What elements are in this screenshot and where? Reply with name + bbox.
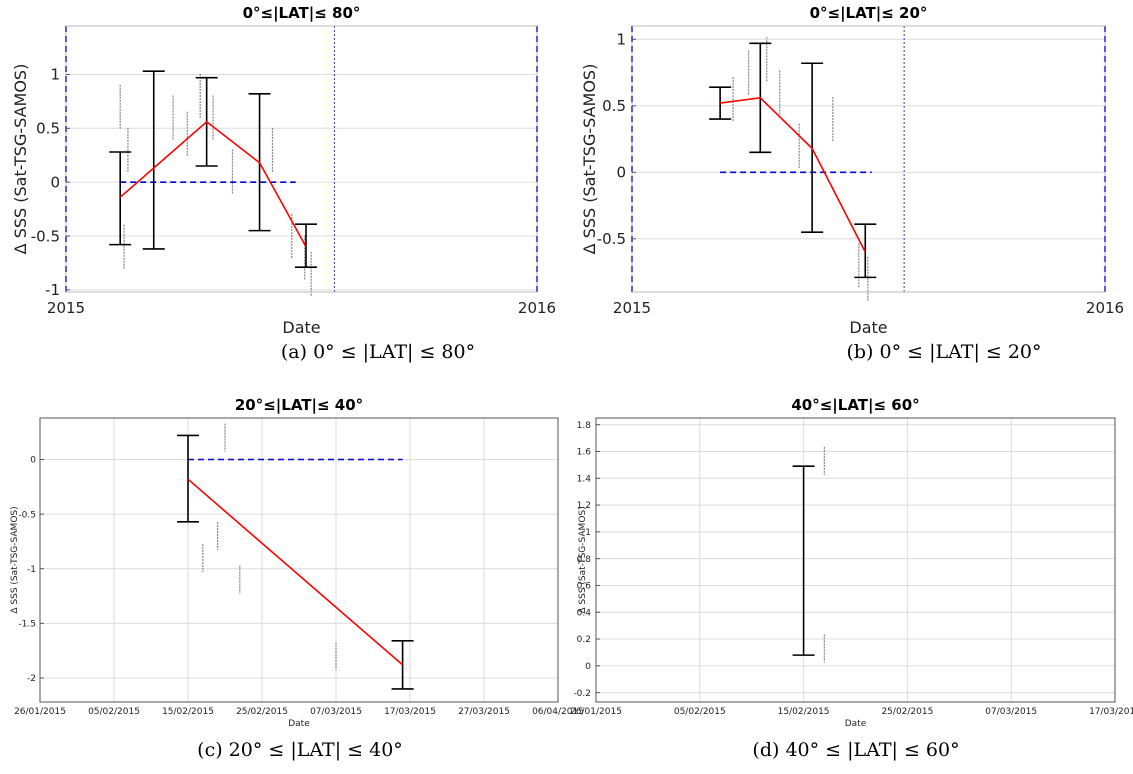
y-tick-label: 0.5 — [602, 97, 626, 115]
y-tick-label: 1 — [585, 528, 591, 538]
y-axis-label: Δ SSS (Sat-TSG-SAMOS) — [578, 506, 588, 613]
x-tick-label: 05/02/2015 — [674, 707, 726, 717]
y-tick-label: 0 — [616, 164, 626, 182]
axes-frame — [631, 25, 1106, 293]
x-tick-label: 2015 — [613, 299, 651, 317]
mean-line — [119, 120, 307, 248]
axes-frame — [65, 25, 538, 293]
error-bar — [792, 465, 815, 656]
chart-panel-3: 0 -0.5 -1 -1.5 -2 26/01/2015 05/02/2015 15/02/2… — [10, 396, 584, 761]
y-tick-label: 0.8 — [577, 555, 592, 565]
y-tick-label: -1 — [45, 281, 60, 299]
plot-area — [40, 418, 558, 702]
x-axis-label: Date — [288, 719, 310, 729]
y-tick-label: 1.4 — [577, 474, 592, 484]
y-tick-label: 0 — [585, 662, 591, 672]
x-tick-label: 2015 — [47, 299, 85, 317]
y-axis-label: Δ SSS (Sat-TSG-SAMOS) — [10, 506, 20, 613]
y-tick-label: 1 — [616, 31, 626, 49]
x-tick-label: 25/02/2015 — [236, 707, 288, 717]
x-tick-label: 2016 — [1086, 299, 1124, 317]
axes-frame — [39, 417, 559, 703]
y-tick-label: 1.8 — [577, 421, 592, 431]
error-bar — [109, 151, 132, 246]
y-tick-label: 1.6 — [577, 448, 592, 458]
y-tick-label: -0.5 — [31, 227, 60, 245]
y-axis-label: Δ SSS (Sat-TSG-SAMOS) — [11, 64, 30, 255]
axes-frame — [595, 417, 1116, 703]
x-tick-label: 26/01/2015 — [14, 707, 66, 717]
plot-area — [632, 26, 1105, 292]
y-tick-label: -0.2 — [573, 689, 591, 699]
y-tick-label: -0.5 — [18, 510, 36, 520]
y-tick-label: 0.4 — [577, 608, 592, 618]
x-tick-label: 15/02/2015 — [162, 707, 214, 717]
subfigure-caption: (a) 0° ≤ |LAT| ≤ 80° — [281, 341, 475, 363]
mean-line — [187, 478, 404, 666]
chart-panel-2: 1 0.5 0 -0.5 2015 2016 0°≤|LAT|≤ 20° Date Δ SSS … — [580, 4, 1124, 363]
x-tick-label: 05/02/2015 — [88, 707, 140, 717]
y-tick-label: 0 — [30, 456, 36, 466]
x-tick-label: 27/03/2015 — [458, 707, 510, 717]
y-tick-label: 0.6 — [577, 582, 592, 592]
subfigure-caption: (c) 20° ≤ |LAT| ≤ 40° — [197, 739, 403, 761]
x-axis-label: Date — [282, 318, 320, 337]
x-tick-label: 15/02/2015 — [778, 707, 830, 717]
chart-title: 40°≤|LAT|≤ 60° — [791, 396, 919, 415]
y-tick-label: -2 — [27, 674, 36, 684]
x-axis-label: Date — [845, 719, 867, 729]
error-bar — [142, 70, 165, 250]
y-tick-label: 0.2 — [577, 635, 591, 645]
y-tick-label: 0.5 — [36, 120, 60, 138]
plot-area — [66, 26, 537, 292]
y-tick-label: 1 — [50, 66, 60, 84]
x-tick-label: 2016 — [518, 299, 556, 317]
chart-title: 20°≤|LAT|≤ 40° — [235, 396, 363, 415]
x-tick-label: 17/03/2015 — [384, 707, 436, 717]
subfigure-caption: (d) 40° ≤ |LAT| ≤ 60° — [752, 739, 959, 761]
x-tick-label: 25/02/2015 — [881, 707, 933, 717]
chart-title: 0°≤|LAT|≤ 80° — [243, 4, 361, 23]
chart-panel-4: 1.8 1.6 1.4 1.2 1 0.8 0.6 0.4 0.2 0 -0.2 26/01/2015… — [570, 396, 1133, 761]
x-axis-label: Date — [849, 318, 887, 337]
y-tick-label: 1.2 — [577, 501, 591, 511]
chart-title: 0°≤|LAT|≤ 20° — [810, 4, 928, 23]
y-tick-label: -0.5 — [597, 230, 626, 248]
x-tick-label: 07/03/2015 — [985, 707, 1037, 717]
x-tick-label: 06/04/2015 — [532, 707, 584, 717]
plot-area — [596, 418, 1115, 702]
x-tick-label: 26/01/2015 — [570, 707, 622, 717]
y-tick-label: -1 — [27, 565, 36, 575]
y-tick-label: -1.5 — [18, 620, 36, 630]
mean-line — [719, 96, 867, 253]
y-tick-label: 0 — [50, 173, 60, 191]
x-tick-label: 07/03/2015 — [310, 707, 362, 717]
y-axis-label: Δ SSS (Sat-TSG-SAMOS) — [580, 64, 599, 255]
error-bar — [177, 434, 199, 523]
subfigure-caption: (b) 0° ≤ |LAT| ≤ 20° — [846, 341, 1041, 363]
x-tick-label: 17/03/2015 — [1089, 707, 1133, 717]
